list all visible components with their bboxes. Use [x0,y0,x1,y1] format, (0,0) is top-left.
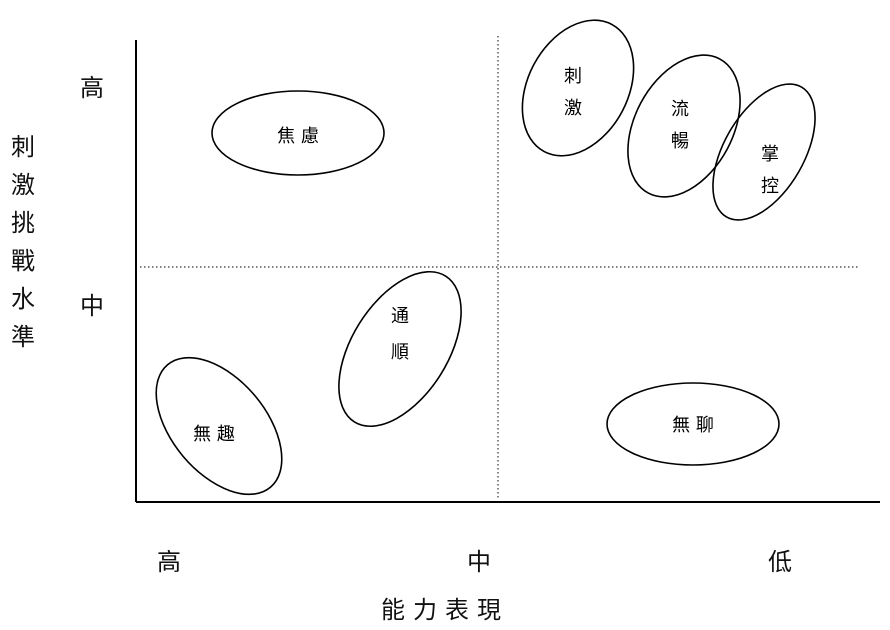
region-label: 控 [761,176,779,197]
region-label: 刺 [564,66,582,87]
region-apathy: 無 趣 [155,356,283,496]
y-axis-title-char: 水 [11,285,35,313]
region-anxiety: 焦 慮 [211,90,385,176]
region-label: 通 [391,306,409,327]
region-label: 無 聊 [672,415,714,436]
region-boredom: 無 聊 [606,382,780,466]
y-axis-title-char: 準 [11,323,35,351]
y-axis-title-char: 激 [11,171,35,199]
region-label: 激 [564,98,582,119]
y-tick-mid: 中 [80,292,104,320]
region-arousal: 刺 激 [521,19,635,157]
region-label: 無 趣 [193,424,235,445]
region-label: 焦 慮 [277,126,319,147]
region-control: 掌 控 [712,83,816,221]
region-label: 流 [671,99,689,120]
x-tick-high: 高 [157,548,181,576]
y-axis-title-char: 挑 [11,209,35,237]
y-axis-title-char: 戰 [11,247,35,275]
region-label: 掌 [761,144,779,165]
x-tick-low: 低 [768,548,792,576]
region-label: 暢 [671,131,689,152]
x-tick-mid: 中 [467,548,491,576]
y-tick-high: 高 [80,74,104,102]
x-axis-title: 能力表現 [381,596,509,624]
region-label: 順 [391,342,409,363]
y-axis-title-char: 刺 [11,133,35,161]
region-worry: 通 順 [338,270,462,428]
y-axis-title: 刺 激 挑 戰 水 準 [8,128,38,356]
region-flow: 流 暢 [627,54,741,198]
